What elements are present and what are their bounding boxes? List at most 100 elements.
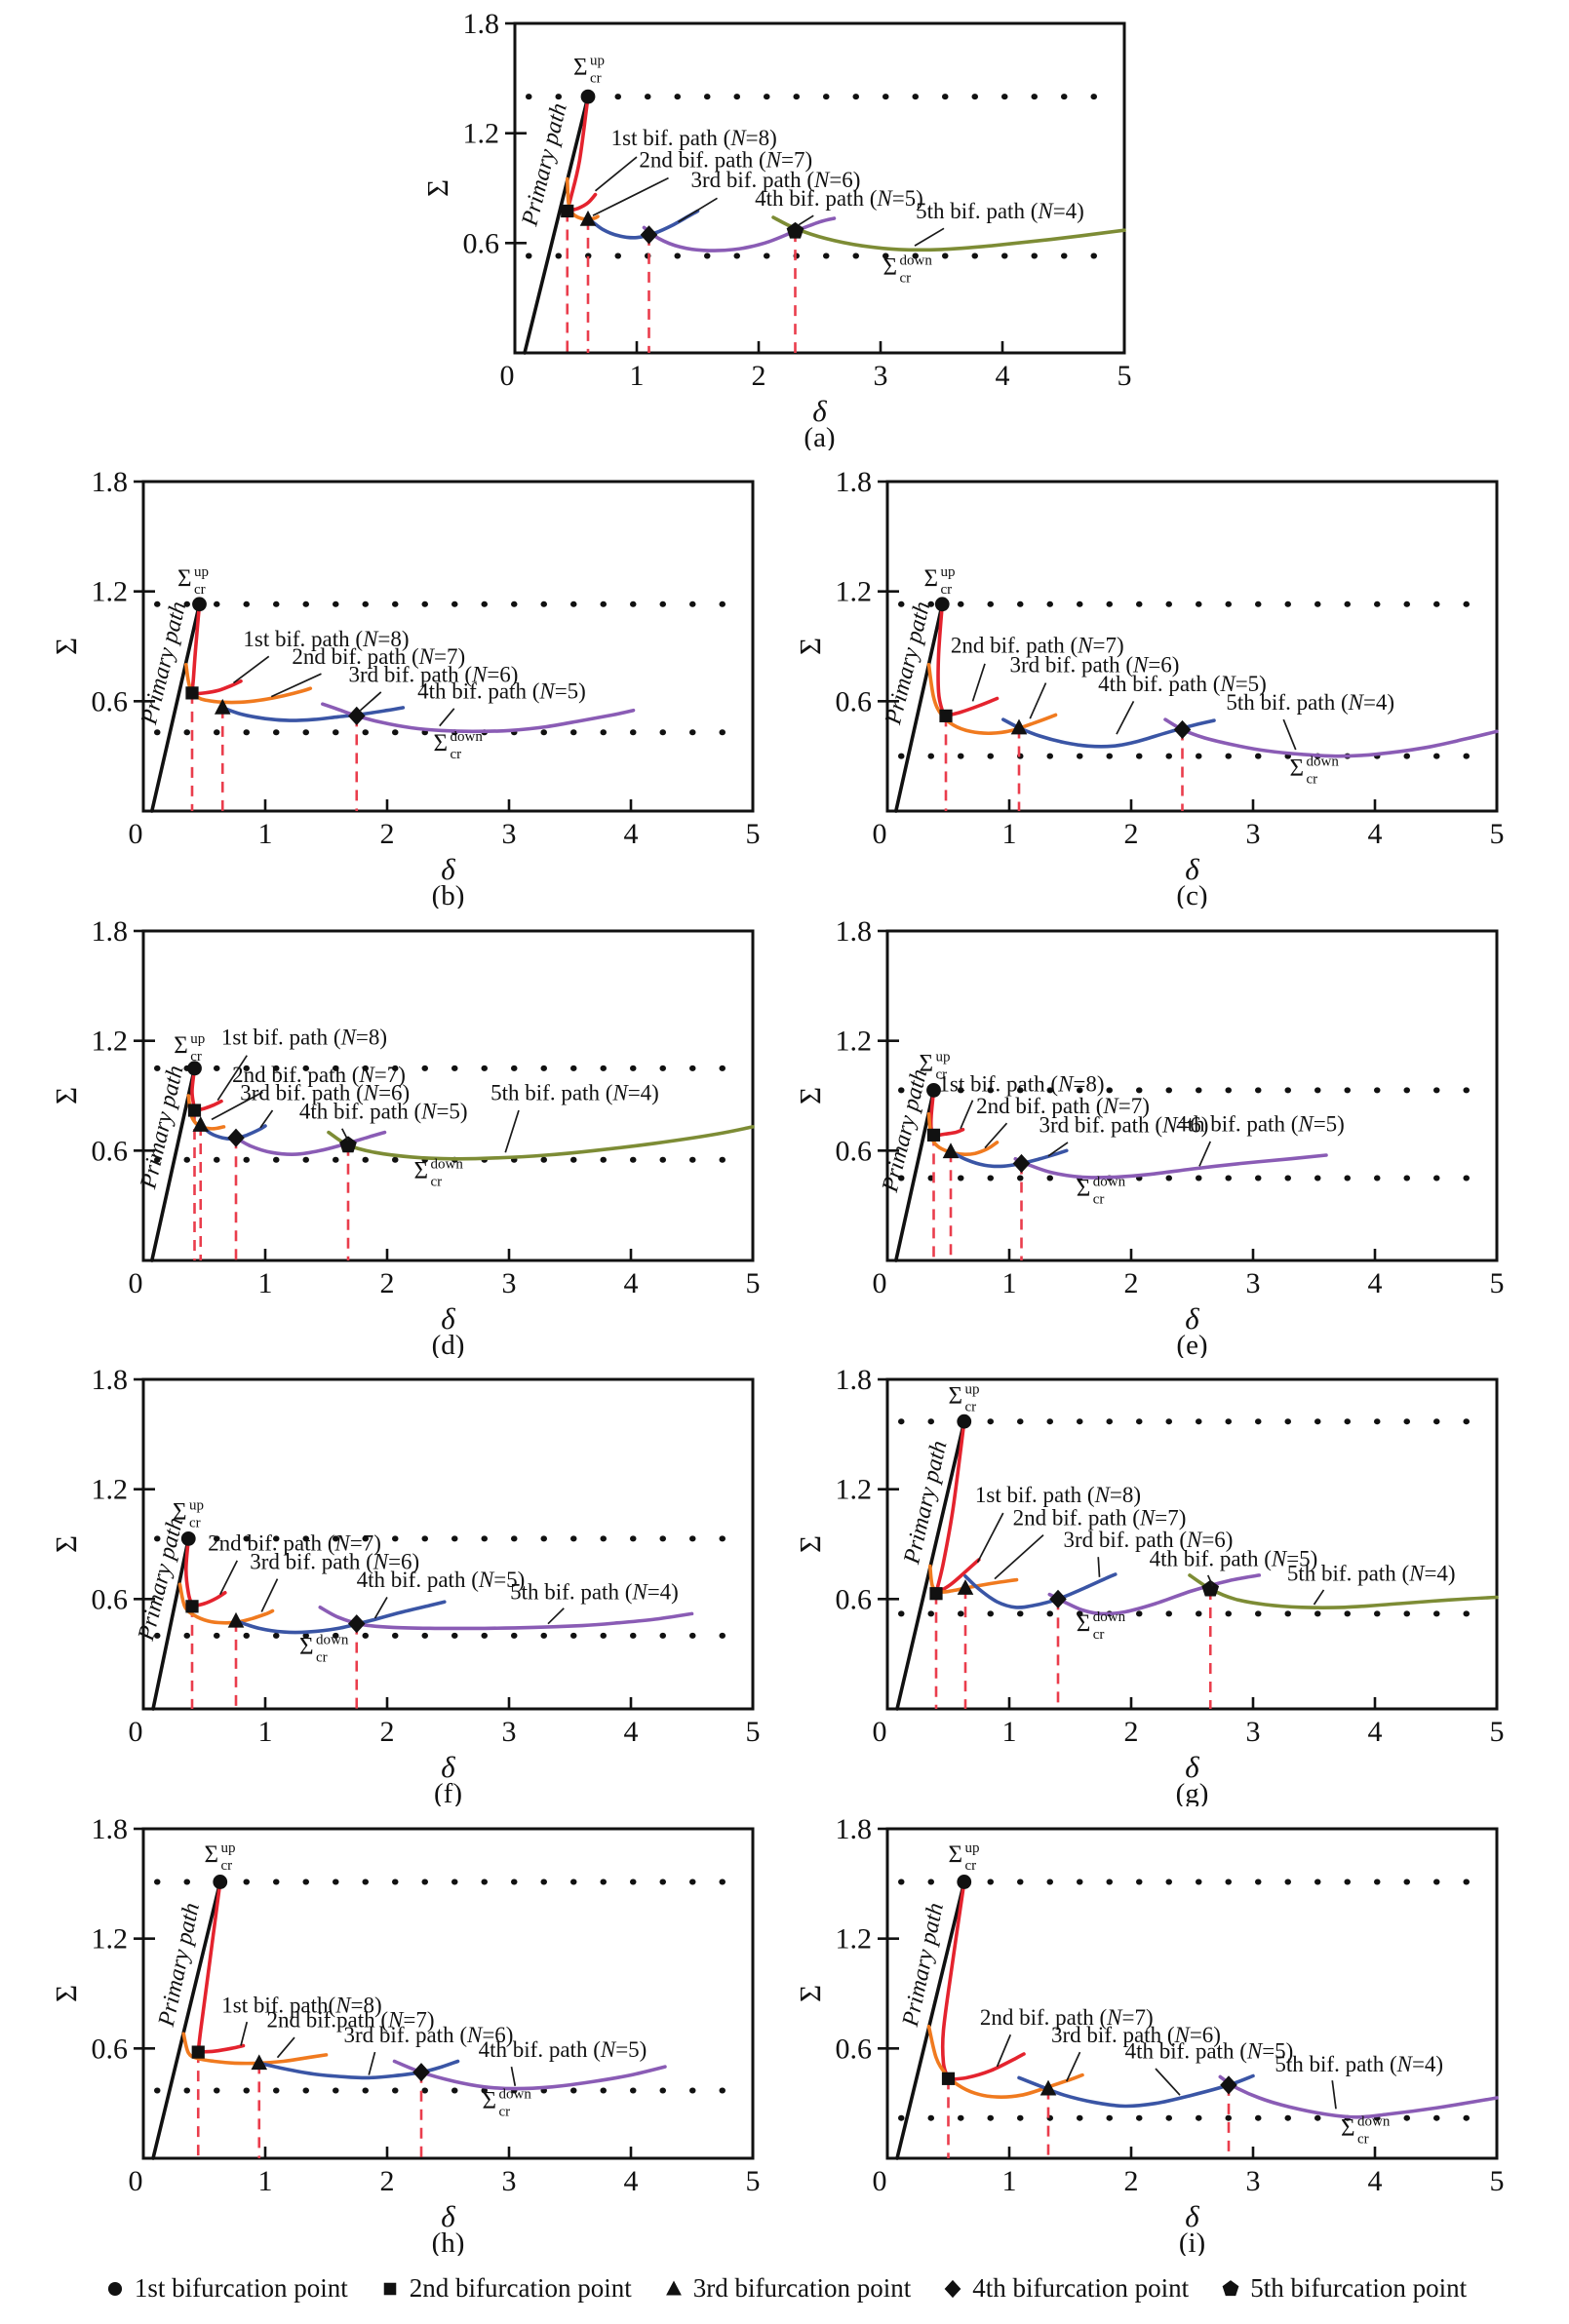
y-tick-label: 0.6 <box>92 1135 129 1167</box>
path-label: 2nd bif. path (N=7) <box>980 2005 1154 2030</box>
x-tick-label: 5 <box>746 1716 761 1748</box>
y-tick-label: 1.2 <box>92 1474 129 1506</box>
x-tick-label: 4 <box>624 1716 639 1748</box>
label-leader-line <box>240 2021 249 2046</box>
primary-path <box>894 602 945 813</box>
y-tick-label: 1.2 <box>92 1923 129 1956</box>
1st-bifurcation-point <box>107 2281 122 2296</box>
legend-label: 5th bifurcation point <box>1250 2273 1468 2303</box>
path-label: 5th bif. path (N=4) <box>490 1081 659 1105</box>
label-leader-line <box>1097 1557 1101 1577</box>
chart-a: 1st bif. path (N=8) 2nd bif. path (N=7) 3r… <box>422 2 1144 450</box>
marker-legend: 1st bifurcation point 2nd bifurcation po… <box>0 2273 1569 2304</box>
3rd-bifurcation-point <box>942 1143 960 1159</box>
label-leader-line <box>678 197 718 223</box>
diamond-marker-icon <box>940 2277 965 2301</box>
y-tick-label: 0.6 <box>836 1135 873 1167</box>
bifurcation-plot-g: 1st bif. path (N=8)2nd bif. path (N=7)3r… <box>795 1364 1505 1806</box>
y-tick-label: 1.2 <box>836 1026 873 1058</box>
svg-text:cr: cr <box>936 1067 948 1083</box>
svg-text:up: up <box>189 1498 204 1514</box>
1st-bifurcation-point <box>934 597 950 612</box>
2nd-bifurcation-point <box>561 204 574 218</box>
1st-bif-descent <box>940 1879 966 2081</box>
label-leader-line <box>798 214 814 226</box>
x-tick-label: 0 <box>873 1716 887 1748</box>
y-axis-label: Σ <box>795 638 827 655</box>
path-label: 4th bif. path (N=5) <box>1176 1112 1345 1137</box>
legend-label: 3rd bifurcation point <box>692 2273 912 2303</box>
path-label: 4th bif. path (N=5) <box>299 1099 468 1123</box>
svg-text:down: down <box>431 1157 464 1173</box>
x-tick-label: 1 <box>1002 1267 1017 1299</box>
svg-text:down: down <box>1093 1174 1126 1189</box>
x-tick-label: 3 <box>1246 2165 1261 2197</box>
label-leader-line <box>270 673 322 698</box>
x-tick-label: 1 <box>1002 2165 1017 2197</box>
svg-text:Σ: Σ <box>949 1382 963 1409</box>
3rd-bif-path <box>257 2059 460 2080</box>
path-label: 2nd bif. path (N=7) <box>208 1531 381 1556</box>
4th-bif-path <box>321 702 636 734</box>
svg-text:Σ: Σ <box>924 565 939 592</box>
svg-text:up: up <box>936 1050 951 1065</box>
x-axis-label: δ <box>441 1301 455 1336</box>
x-tick-label: 5 <box>1490 1716 1505 1748</box>
5th-bifurcation-point <box>1201 1579 1220 1597</box>
path-label: 4th bif. path (N=5) <box>1150 1547 1318 1571</box>
4th-bif-path <box>234 1130 387 1156</box>
label-leader-line <box>1155 2068 1181 2096</box>
1st-bif-descent <box>936 602 948 718</box>
svg-text:cr: cr <box>221 1858 233 1874</box>
x-tick-label: 5 <box>1490 2165 1505 2197</box>
x-tick-label: 4 <box>996 360 1010 392</box>
x-tick-label: 1 <box>1002 818 1017 850</box>
bifurcation-plot-b: 1st bif. path (N=8)2nd bif. path (N=7)3r… <box>51 466 761 909</box>
label-leader-line <box>914 227 945 247</box>
4th-bif-path <box>392 2059 667 2091</box>
y-tick-label: 1.2 <box>92 576 129 608</box>
2nd-bifurcation-point <box>185 1600 199 1613</box>
3rd-bif-path <box>234 1600 447 1635</box>
y-tick-label: 0.6 <box>836 685 873 717</box>
path-label: 4th bif. path (N=5) <box>357 1568 526 1592</box>
x-tick-label: 5 <box>1490 818 1505 850</box>
x-tick-label: 0 <box>129 2165 143 2197</box>
path-label: 1st bif. path (N=8) <box>221 1025 387 1049</box>
x-tick-label: 4 <box>1368 1267 1383 1299</box>
chart-b: 1st bif. path (N=8) 2nd bif. path (N=7) 3r… <box>51 460 772 909</box>
legend-label: 4th bifurcation point <box>972 2273 1190 2303</box>
x-tick-label: 5 <box>1490 1267 1505 1299</box>
x-tick-label: 3 <box>1246 818 1261 850</box>
path-label: 3rd bif. path (N=6) <box>1064 1528 1234 1552</box>
x-tick-label: 0 <box>129 818 143 850</box>
label-leader-line <box>984 1122 1008 1149</box>
svg-text:Σ: Σ <box>1341 2115 1355 2142</box>
svg-text:cr: cr <box>1307 771 1318 787</box>
subplot-caption: (a) <box>804 422 835 450</box>
1st-bif-path <box>196 2043 246 2054</box>
y-tick-label: 1.8 <box>463 8 500 40</box>
5th-bif-path <box>1163 717 1499 758</box>
plot-box <box>141 480 755 813</box>
subplot-caption: (g) <box>1176 1778 1209 1806</box>
subplot-caption: (e) <box>1176 1330 1207 1358</box>
svg-text:down: down <box>1357 2114 1391 2130</box>
1st-bifurcation-point <box>187 1061 202 1076</box>
y-axis-label: Σ <box>422 179 454 197</box>
primary-path <box>151 1536 191 1711</box>
label-leader-line <box>359 691 382 712</box>
bifurcation-plot-f: 2nd bif. path (N=7)3rd bif. path (N=6)4t… <box>51 1364 761 1806</box>
3rd-bif-path <box>949 1148 1069 1169</box>
5th-bifurcation-point <box>339 1136 357 1153</box>
path-label: 4th bif. path (N=5) <box>417 679 586 704</box>
label-leader-line <box>368 2051 376 2075</box>
2nd-bifurcation-point <box>939 709 953 722</box>
x-axis-label: δ <box>1185 1301 1199 1336</box>
svg-text:cr: cr <box>451 747 462 762</box>
path-label: 5th bif. path (N=4) <box>1275 2052 1443 2076</box>
